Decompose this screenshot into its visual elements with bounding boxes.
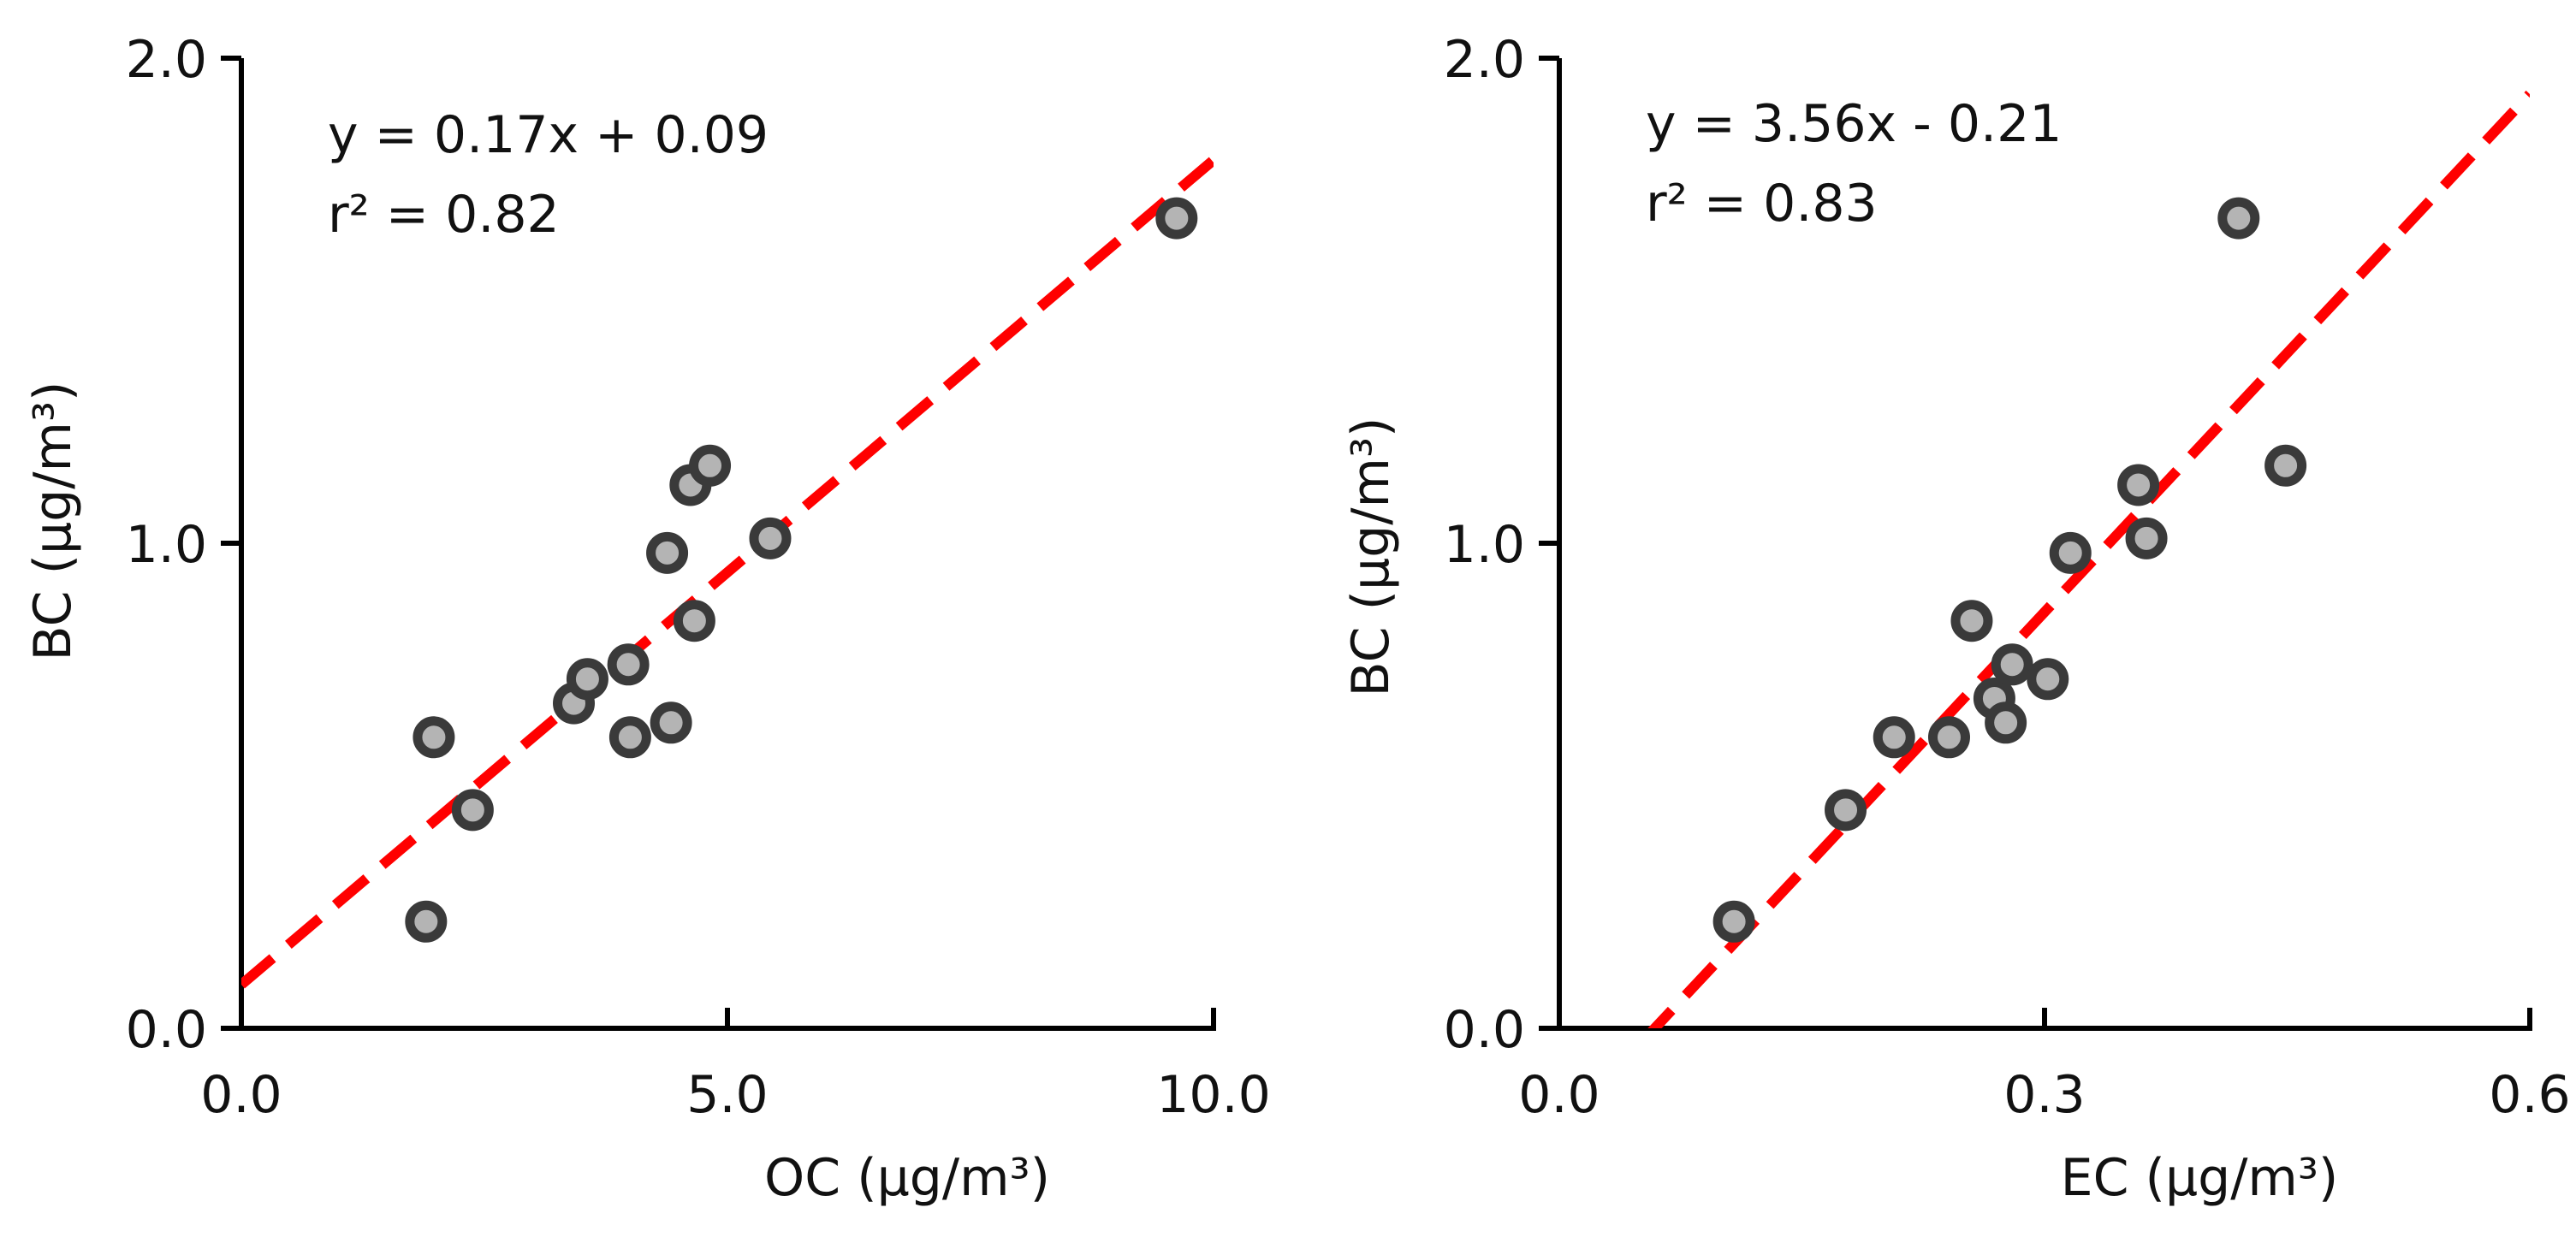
- data-point: [607, 643, 650, 686]
- data-point: [749, 517, 792, 559]
- regression-line: [241, 156, 1214, 989]
- data-point: [2125, 517, 2168, 559]
- data-point: [405, 900, 448, 943]
- regression-equation: y = 3.56x - 0.21: [1646, 94, 2062, 154]
- regression-line: [1647, 90, 2530, 1028]
- data-point: [608, 716, 651, 759]
- r-squared: r² = 0.82: [328, 185, 560, 245]
- data-point: [1950, 600, 1993, 642]
- y-tick-label: 2.0: [126, 30, 207, 90]
- x-tick-label: 0.0: [1518, 1065, 1600, 1125]
- data-point: [1712, 900, 1755, 943]
- regression-equation: y = 0.17x + 0.09: [328, 105, 769, 165]
- x-tick-label: 5.0: [686, 1065, 768, 1125]
- data-point: [566, 658, 608, 701]
- y-axis-label: BC (µg/m³): [1341, 417, 1401, 697]
- panel-ec: BC (µg/m³) EC (µg/m³) y = 3.56x - 0.21 r…: [1341, 94, 2338, 1208]
- data-point: [2264, 444, 2307, 487]
- x-tick-label: 10.0: [1156, 1065, 1271, 1125]
- data-point: [673, 600, 715, 642]
- x-tick-label: 0.0: [200, 1065, 282, 1125]
- data-point: [2027, 658, 2069, 701]
- data-point: [2049, 531, 2092, 574]
- y-tick-label: 2.0: [1444, 30, 1525, 90]
- data-point: [1155, 197, 1198, 240]
- y-tick-label: 1.0: [126, 515, 207, 575]
- data-point: [2217, 197, 2260, 240]
- data-point: [1873, 716, 1915, 759]
- data-point: [1927, 716, 1970, 759]
- data-point: [1985, 701, 2027, 744]
- y-tick-label: 0.0: [1444, 1000, 1525, 1060]
- y-tick-label: 1.0: [1444, 515, 1525, 575]
- x-tick-label: 0.3: [2003, 1065, 2085, 1125]
- data-point: [689, 444, 732, 487]
- y-axis-label: BC (µg/m³): [23, 382, 83, 661]
- x-axis-label: EC (µg/m³): [2061, 1148, 2339, 1208]
- x-axis-label: OC (µg/m³): [764, 1148, 1050, 1208]
- y-tick-label: 0.0: [126, 1000, 207, 1060]
- data-point: [1991, 643, 2033, 686]
- x-tick-label: 0.6: [2489, 1065, 2570, 1125]
- data-point: [1825, 789, 1867, 832]
- data-point: [646, 531, 689, 574]
- r-squared: r² = 0.83: [1646, 174, 1878, 234]
- data-point: [650, 701, 692, 744]
- panel-oc: BC (µg/m³) OC (µg/m³) y = 0.17x + 0.09 r…: [23, 105, 1050, 1208]
- data-point: [451, 789, 494, 832]
- data-point: [2117, 464, 2160, 506]
- data-point: [413, 716, 455, 759]
